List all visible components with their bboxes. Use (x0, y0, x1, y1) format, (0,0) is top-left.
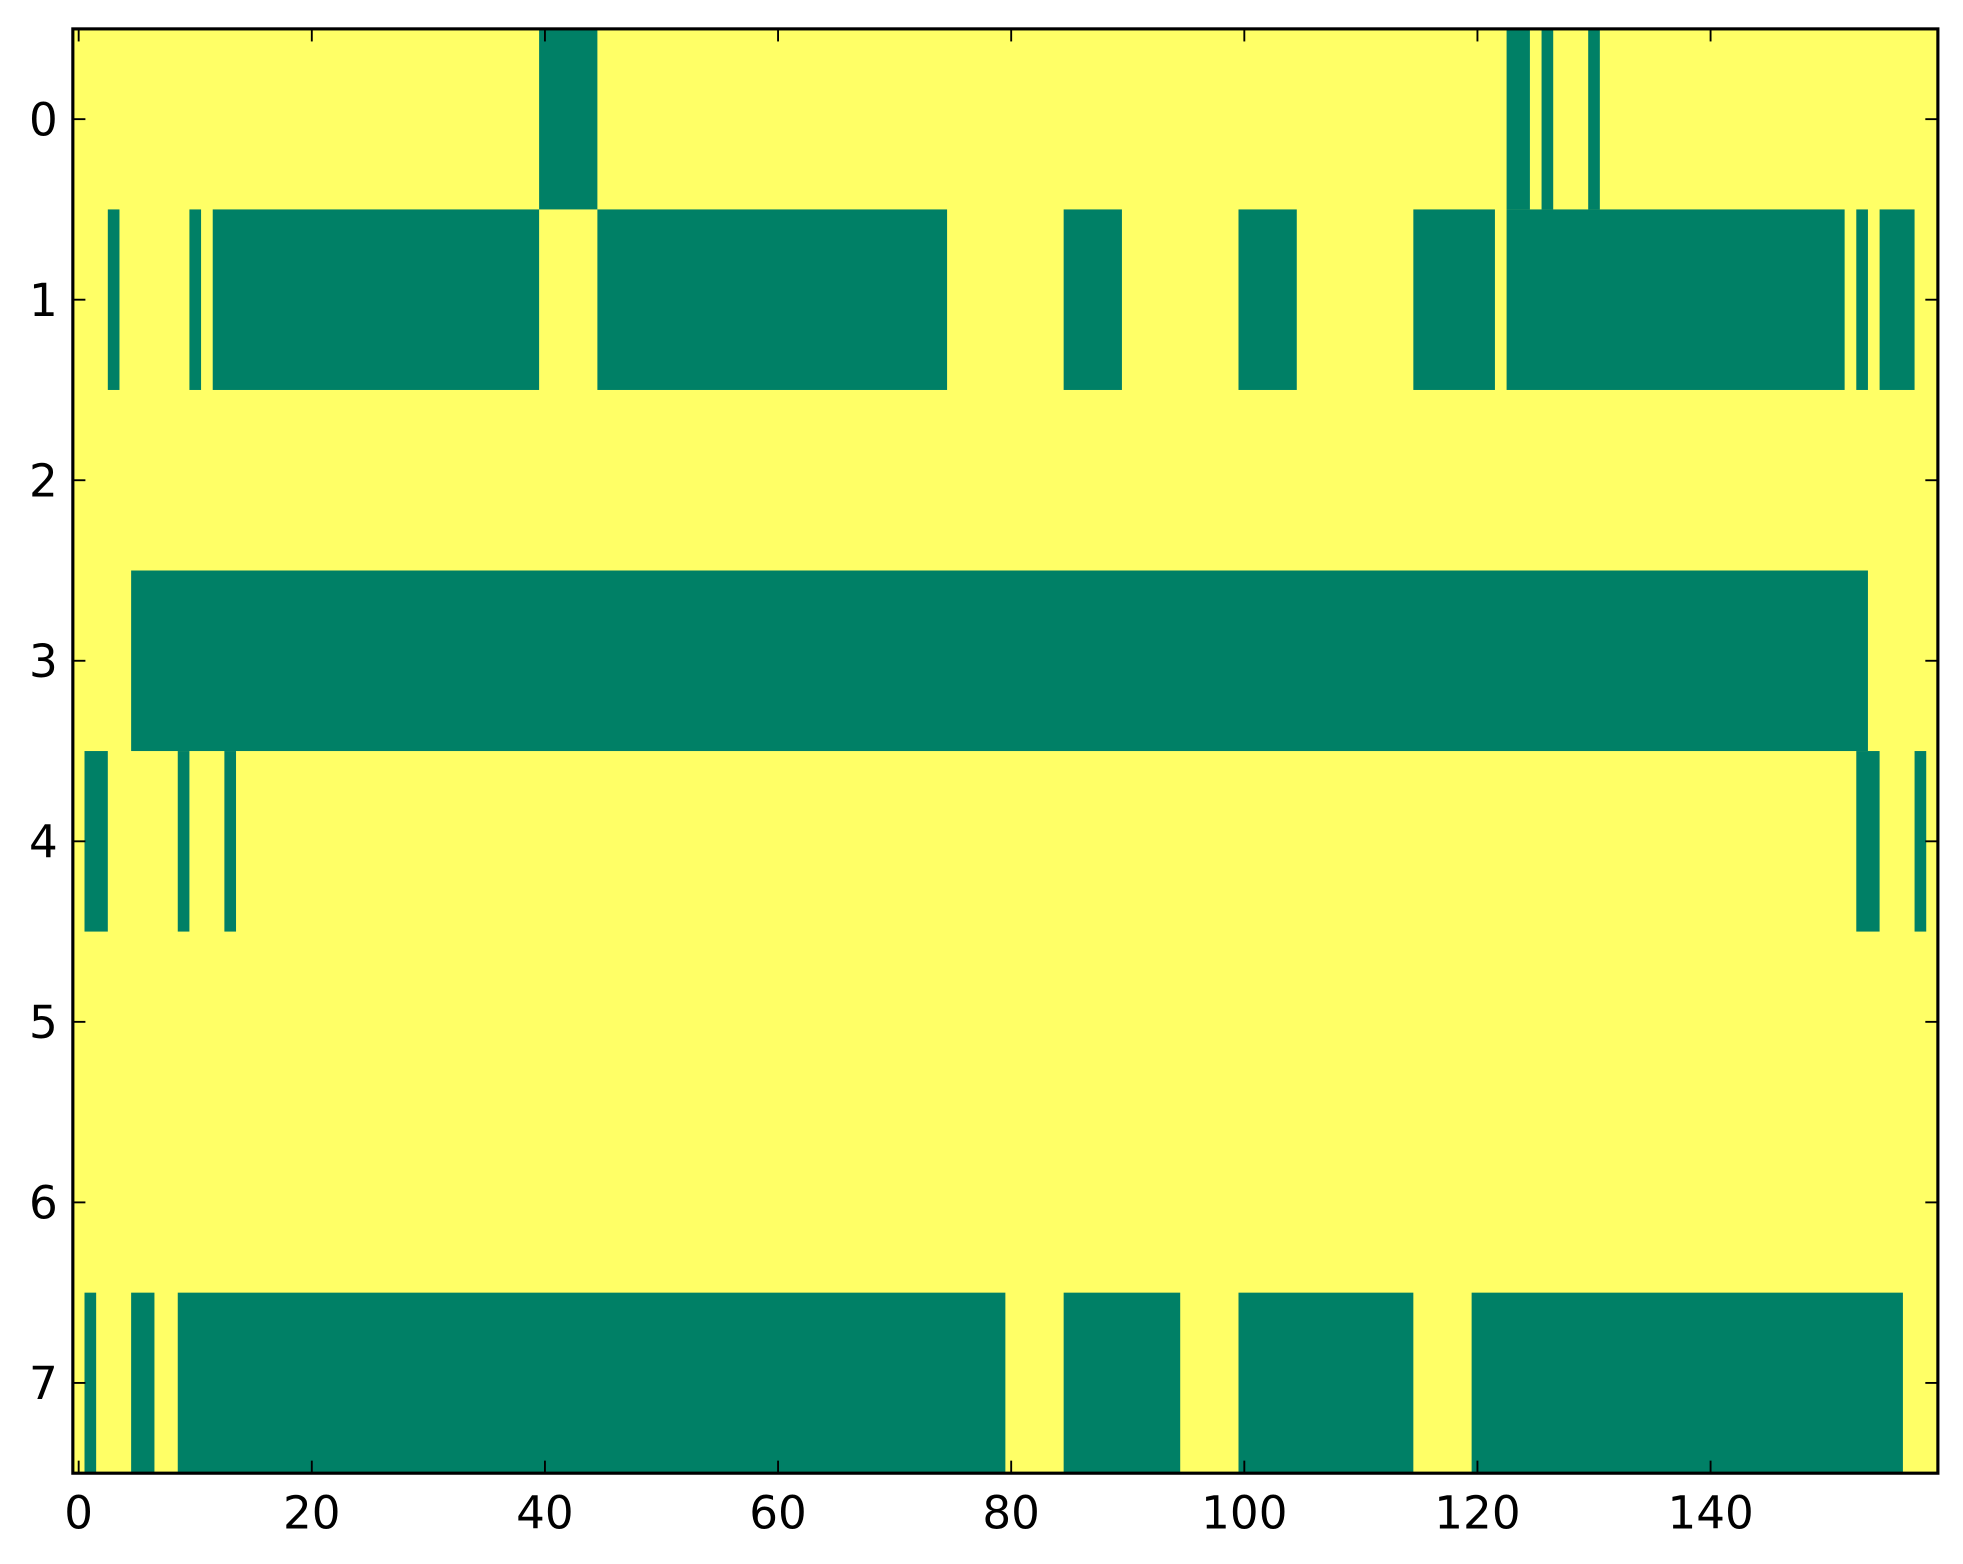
heatmap-cell-span (131, 570, 1868, 752)
x-tick-label: 80 (982, 1486, 1040, 1539)
heatmap-cell-span (1506, 28, 1530, 210)
heatmap-cell-span (212, 209, 540, 390)
heatmap-cell-span (1541, 28, 1554, 210)
x-tick-label: 0 (64, 1486, 93, 1539)
x-tick-label: 140 (1667, 1486, 1753, 1539)
heatmap-cell-span (1238, 209, 1297, 390)
heatmap-cell-span (539, 28, 598, 210)
y-tick-label: 0 (29, 93, 58, 146)
heatmap-cell-span (1879, 209, 1915, 390)
plot-frame (71, 27, 1940, 1475)
y-tick-label: 4 (29, 816, 58, 869)
heatmap-cell-span (1856, 751, 1880, 932)
y-tick-label: 6 (29, 1177, 58, 1230)
heatmap-cell-span (1856, 209, 1868, 390)
heatmap-cell-span (177, 751, 190, 932)
heatmap-cell-span (107, 209, 120, 390)
heatmap-cell-span (1238, 1292, 1414, 1474)
heatmap-cell-span (1063, 209, 1122, 390)
x-tick-label: 40 (516, 1486, 574, 1539)
heatmap-cell-span (131, 1292, 155, 1474)
heatmap-cell-span (84, 751, 108, 932)
y-tick-label: 5 (29, 996, 58, 1049)
y-tick-label: 2 (29, 455, 58, 508)
heatmap-cell-span (1588, 28, 1600, 210)
heatmap-cell-span (1413, 209, 1495, 390)
y-tick-label: 7 (29, 1357, 58, 1410)
heatmap-cell-span (224, 751, 237, 932)
heatmap-cell-span (1471, 1292, 1903, 1474)
y-tick-label: 3 (29, 635, 58, 688)
heatmap-cell-span (177, 1292, 1006, 1474)
heatmap-cell-span (597, 209, 948, 390)
heatmap-cell-span (84, 1292, 97, 1474)
x-tick-label: 60 (749, 1486, 807, 1539)
x-tick-label: 20 (283, 1486, 341, 1539)
x-tick-label: 100 (1201, 1486, 1287, 1539)
heatmap-cell-span (1914, 751, 1927, 932)
heatmap-cell-span (1063, 1292, 1181, 1474)
x-tick-label: 120 (1434, 1486, 1520, 1539)
y-tick-label: 1 (29, 274, 58, 327)
heatmap-cell-span (189, 209, 202, 390)
heatmap-cell-span (1506, 209, 1845, 390)
